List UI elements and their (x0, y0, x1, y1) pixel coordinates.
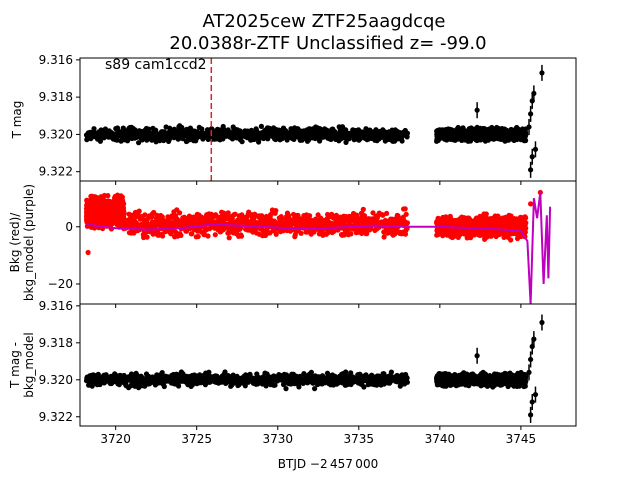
panel-middle-bkg-point (205, 233, 211, 239)
panel-middle-bkg-point (508, 237, 514, 243)
panel-top-data-point (404, 134, 410, 140)
panel-middle-bkg-point (402, 206, 408, 212)
panel-middle-bkg-point (307, 213, 313, 219)
panel-middle-bkg-point (342, 231, 348, 238)
panel-middle-bkg-point (212, 232, 218, 238)
panel-top-data-point (306, 137, 312, 143)
panel-top-data-point (179, 124, 185, 131)
panel-middle-bkg-point (225, 210, 231, 216)
panel-top-plot-area (83, 64, 545, 178)
chart-title-line2: 20.0388r-ZTF Unclassified z= -99.0 (169, 33, 486, 54)
panel-middle-bkg-point (403, 211, 409, 217)
panel-top-data-point (166, 137, 172, 143)
panel-bottom-data-point (116, 382, 122, 388)
panel-top-data-point (258, 123, 264, 129)
panel-top-data-point (523, 132, 529, 138)
panel-middle-bkg-point (523, 215, 529, 221)
panel-middle-bkg-point (189, 231, 195, 237)
panel-top-y-tick-label: 9.320 (39, 127, 73, 141)
panel-top-data-point (539, 70, 545, 76)
panel-middle-bkg-point (178, 232, 184, 238)
panel-middle-bkg-point (384, 210, 390, 216)
panel-middle-frame (79, 180, 577, 305)
panel-middle-y-tick-label: −20 (48, 277, 73, 291)
panel-middle-bkg-point (528, 201, 534, 207)
panel-middle-bkg-point (226, 235, 232, 241)
panel-top-data-point (136, 140, 142, 146)
panel-middle-bkg-point (361, 213, 368, 219)
panel-top-data-point (239, 139, 245, 145)
panel-middle-bkg-model-line (86, 192, 552, 304)
panel-middle-bkg-point (221, 210, 227, 216)
panel-top-data-point (531, 90, 537, 97)
panel-middle-bkg-point (471, 232, 478, 238)
panel-top-y-tick-label: 9.322 (39, 165, 73, 179)
panel-bottom-data-point (161, 383, 167, 390)
panel-middle-y-tick-label: 0 (65, 220, 73, 234)
panel-middle-plot-area (83, 189, 552, 304)
panel-top-data-point (526, 124, 532, 130)
panel-middle-bkg-point (360, 206, 366, 212)
panel-middle-bkg-point (298, 230, 304, 236)
panel-middle-bkg-point (232, 211, 238, 217)
panel-middle-bkg-point (381, 234, 387, 240)
panel-middle-bkg-point (263, 213, 269, 220)
panel-middle-bkg-point (238, 233, 245, 239)
panel-middle-y-axis-label: Bkg (red)/ (8, 212, 22, 273)
panel-bottom-plot-area (83, 314, 545, 423)
panel-top-frame (79, 57, 577, 182)
panel-middle-bkg-point (85, 249, 91, 256)
panel-top-data-point (529, 154, 535, 160)
panel-middle-bkg-point (160, 233, 166, 239)
panel-middle-bkg-point (154, 212, 160, 218)
panel-bottom-data-point (134, 372, 140, 378)
panel-top-data-point (528, 111, 534, 117)
panel-top-data-point (532, 146, 539, 152)
panel-middle: 0 −20 Bkg (red)/bkg_model (purple) (8, 180, 577, 308)
panel-middle-bkg-point (142, 212, 148, 218)
panel-bottom-data-point (176, 383, 182, 389)
panel-top-data-point (225, 127, 231, 133)
panel-bottom: 3720 3725 3730 3735 3740 37459.3169.3189.3209… (8, 299, 577, 446)
panel-top-data-point (528, 167, 534, 173)
panel-middle-bkg-point (404, 220, 410, 226)
panel-middle-bkg-point (273, 208, 279, 214)
panel-top-data-point (91, 126, 97, 132)
panel-top-y-tick-label: 9.316 (39, 53, 73, 67)
panel-top-data-point (474, 107, 480, 113)
panel-middle-bkg-point (523, 220, 529, 226)
chart-title-line1: AT2025cew ZTF25aagdcqe (202, 11, 445, 32)
panel-middle-bkg-point (136, 208, 142, 214)
panel-top-data-point (523, 137, 529, 144)
panel-middle-bkg-point (121, 210, 127, 216)
panel-middle-bkg-point (273, 231, 279, 237)
panel-bottom-data-point (206, 369, 212, 375)
panel-top-y-tick-label: 9.318 (39, 90, 73, 104)
panel-middle-bkg-point (483, 211, 489, 217)
panel-top-y-axis-label: T mag (10, 101, 24, 140)
panel-middle-y-axis-label: bkg_model (purple) (22, 184, 36, 301)
panel-middle-bkg-point (370, 210, 376, 216)
panel-middle-bkg-point (105, 193, 111, 199)
panel-middle-bkg-point (144, 234, 150, 240)
panel-middle-bkg-point (292, 231, 298, 237)
panel-middle-bkg-point (348, 231, 354, 237)
panel-middle-bkg-point (121, 201, 127, 207)
panel-top-data-point (114, 137, 120, 143)
panel-top-data-point (399, 138, 405, 144)
panel-top: 9.316 9.318 9.320 9.322 T mag (10, 53, 577, 185)
panel-bottom-data-point (159, 370, 165, 376)
panel-middle-bkg-point (177, 210, 183, 216)
panel-bottom-data-point (222, 369, 228, 375)
panel-middle-bkg-point (523, 225, 529, 231)
panel-middle-bkg-point (484, 234, 490, 240)
panel-middle-bkg-point (195, 233, 201, 240)
panel-top-data-point (404, 130, 410, 136)
